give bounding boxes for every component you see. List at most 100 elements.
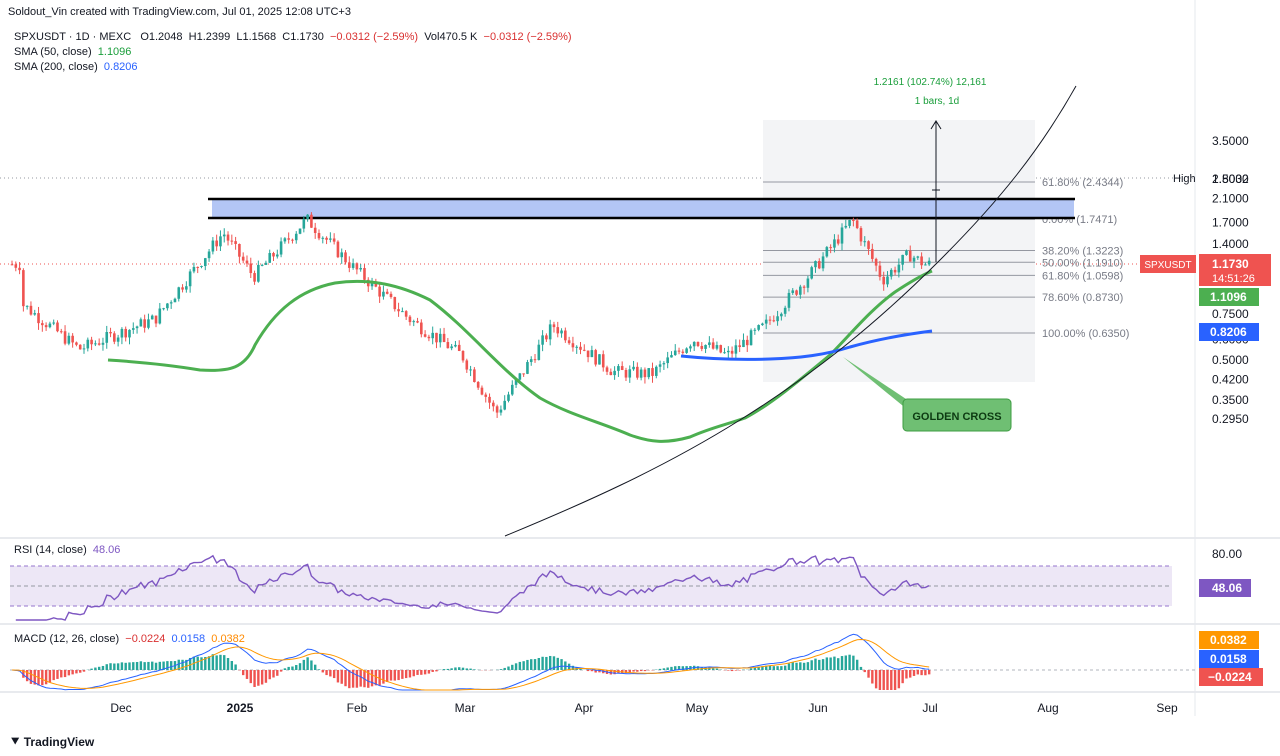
- fib-level-label: 61.80% (1.0598): [1042, 270, 1123, 282]
- candle-body: [150, 315, 154, 320]
- macd-histogram-bar: [310, 660, 313, 670]
- rsi-legend[interactable]: RSI (14, close) 48.06: [14, 544, 120, 556]
- candle-body: [844, 225, 848, 228]
- parabolic-trendline[interactable]: [504, 85, 1077, 537]
- candle-body: [340, 252, 344, 258]
- macd-histogram-bar: [113, 663, 116, 670]
- sma50-legend[interactable]: SMA (50, close) 1.1096: [14, 46, 131, 58]
- macd-signal-line[interactable]: [11, 638, 930, 691]
- candle-body: [203, 258, 207, 267]
- candle-body: [154, 315, 158, 324]
- macd-histogram-bar: [166, 661, 169, 670]
- macd-histogram-bar: [200, 657, 203, 670]
- macd-histogram-bar: [291, 666, 294, 670]
- candle-body: [556, 327, 560, 334]
- macd-histogram-bar: [537, 657, 541, 670]
- macd-histogram-bar: [329, 670, 332, 677]
- sma50-line[interactable]: [107, 269, 933, 443]
- macd-histogram-bar: [791, 662, 794, 670]
- macd-histogram-bar: [548, 655, 552, 670]
- candle-body: [476, 381, 480, 388]
- macd-histogram-bar: [401, 670, 404, 679]
- macd-histogram-bar: [97, 666, 101, 670]
- candle-body: [601, 354, 605, 368]
- macd-histogram-bar: [863, 670, 866, 673]
- candle-body: [294, 233, 298, 241]
- sma200-legend[interactable]: SMA (200, close) 0.8206: [14, 61, 138, 73]
- macd-histogram-bar: [533, 659, 537, 670]
- candle-body: [41, 323, 44, 326]
- resistance-zone[interactable]: [212, 199, 1074, 218]
- time-tick: Mar: [455, 701, 476, 715]
- candle-body: [279, 241, 283, 255]
- macd-histogram-bar: [780, 666, 783, 670]
- macd-histogram-bar: [22, 670, 25, 678]
- candle-body: [719, 345, 723, 353]
- macd-histogram-bar: [594, 670, 597, 673]
- candle-body: [181, 287, 184, 290]
- macd-legend[interactable]: MACD (12, 26, close) −0.0224 0.0158 0.03…: [14, 633, 245, 645]
- price-tick: 0.2950: [1212, 412, 1249, 426]
- macd-histogram-bar: [427, 670, 431, 674]
- macd-histogram-bar: [821, 659, 825, 670]
- rsi-line[interactable]: [15, 554, 930, 621]
- candle-body: [177, 287, 181, 299]
- candle-body: [723, 352, 726, 354]
- macd-histogram-bar: [215, 655, 218, 670]
- candle-body: [90, 339, 93, 345]
- candle-body: [63, 331, 67, 344]
- candle-body: [514, 379, 518, 385]
- macd-histogram-bar: [60, 670, 63, 678]
- candle-body: [681, 351, 685, 353]
- candle-body: [59, 331, 63, 333]
- sma200-tag-value: 0.8206: [1210, 325, 1247, 339]
- candle-body: [230, 240, 234, 242]
- candle-body: [75, 342, 78, 345]
- macd-histogram-bar: [139, 661, 143, 670]
- candle-body: [272, 253, 275, 257]
- macd-histogram-bar: [901, 670, 904, 684]
- candle-body: [548, 324, 552, 340]
- macd-histogram-bar: [359, 670, 362, 687]
- macd-histogram-bar: [404, 670, 408, 679]
- macd-histogram-bar: [882, 670, 885, 690]
- candle-body: [325, 237, 328, 240]
- candle-body: [211, 240, 215, 252]
- candle-body: [863, 241, 867, 243]
- measure-result: 1.2161 (102.74%) 12,161: [874, 77, 987, 88]
- macd-histogram-bar: [314, 664, 317, 670]
- sma200-line[interactable]: [680, 329, 933, 361]
- candle-body: [609, 371, 613, 376]
- candle-body: [855, 220, 859, 229]
- candle-body: [882, 276, 885, 285]
- macd-histogram-bar: [825, 657, 829, 670]
- macd-histogram-bar: [507, 666, 510, 670]
- macd-histogram-bar: [810, 660, 813, 670]
- candle-body: [492, 402, 495, 407]
- macd-histogram-bar: [287, 666, 290, 670]
- macd-histogram-bar: [219, 654, 222, 670]
- macd-histogram-bar: [295, 665, 298, 670]
- candle-body: [44, 325, 48, 328]
- macd-line[interactable]: [11, 633, 930, 691]
- golden-cross-callout[interactable]: [902, 398, 1012, 432]
- candle-body: [253, 273, 256, 282]
- fib-level-label: 61.80% (2.4344): [1042, 177, 1123, 189]
- candle-body: [541, 335, 544, 345]
- macd-histogram-bar: [837, 658, 840, 670]
- time-axis[interactable]: Dec 2025 Feb Mar Apr May Jun Jul Aug Sep: [110, 701, 1178, 715]
- macd-histogram-bar: [374, 670, 378, 686]
- last-price-tag: [1199, 254, 1271, 286]
- fib-level-label: 50.00% (1.1910): [1042, 257, 1123, 269]
- candle-body: [162, 308, 165, 310]
- macd-histogram-bar: [105, 664, 108, 670]
- candle-body: [56, 322, 59, 332]
- macd-histogram-bar: [624, 670, 628, 674]
- candle-body: [814, 261, 817, 268]
- macd-histogram-bar: [590, 670, 594, 672]
- candle-body: [457, 344, 461, 351]
- symbol-legend[interactable]: SPXUSDT · 1D · MEXC O1.2048 H1.2399 L1.1…: [14, 31, 572, 43]
- tradingview-logo[interactable]: ⯆ TradingView: [10, 734, 94, 750]
- candle-body: [442, 333, 446, 343]
